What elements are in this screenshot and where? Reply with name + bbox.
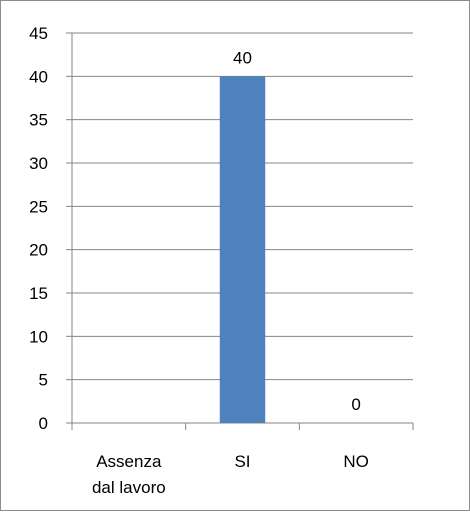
x-category-label-line: NO bbox=[343, 452, 369, 471]
data-label-2: 0 bbox=[351, 395, 360, 414]
y-tick-label-30: 30 bbox=[29, 154, 48, 173]
y-tick-label-0: 0 bbox=[39, 414, 48, 433]
y-tick-label-10: 10 bbox=[29, 327, 48, 346]
x-category-label-line: SI bbox=[234, 452, 250, 471]
bar-1 bbox=[219, 76, 266, 423]
y-tick-label-35: 35 bbox=[29, 111, 48, 130]
bars bbox=[219, 76, 266, 423]
y-tick-label-45: 45 bbox=[29, 24, 48, 43]
x-category-label-2: NO bbox=[343, 452, 369, 471]
x-category-label-1: SI bbox=[234, 452, 250, 471]
y-tick-label-25: 25 bbox=[29, 197, 48, 216]
x-category-label-0: Assenza dal lavoro bbox=[92, 452, 166, 497]
data-label-1: 40 bbox=[233, 48, 252, 67]
y-tick-label-20: 20 bbox=[29, 241, 48, 260]
y-tick-label-15: 15 bbox=[29, 284, 48, 303]
y-tick-label-40: 40 bbox=[29, 67, 48, 86]
x-category-label-line: dal lavoro bbox=[92, 478, 166, 497]
y-axis: 0 5 10 15 20 25 30 35 40 45 bbox=[29, 24, 73, 433]
y-tick-label-5: 5 bbox=[39, 371, 48, 390]
x-axis: Assenza dal lavoro SI NO bbox=[71, 422, 414, 497]
data-labels: 40 0 bbox=[233, 48, 361, 414]
x-category-label-line: Assenza bbox=[96, 452, 162, 471]
